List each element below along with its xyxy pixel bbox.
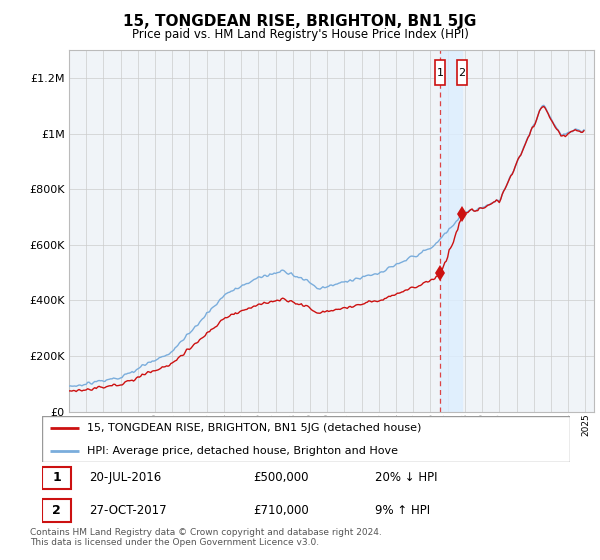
- Text: 2: 2: [52, 504, 61, 517]
- Text: 9% ↑ HPI: 9% ↑ HPI: [374, 504, 430, 517]
- Text: 27-OCT-2017: 27-OCT-2017: [89, 504, 167, 517]
- Text: Contains HM Land Registry data © Crown copyright and database right 2024.
This d: Contains HM Land Registry data © Crown c…: [30, 528, 382, 547]
- Text: 20% ↓ HPI: 20% ↓ HPI: [374, 471, 437, 484]
- Text: 15, TONGDEAN RISE, BRIGHTON, BN1 5JG: 15, TONGDEAN RISE, BRIGHTON, BN1 5JG: [124, 14, 476, 29]
- Bar: [42, 466, 71, 489]
- Bar: [42, 500, 71, 522]
- Text: £500,000: £500,000: [253, 471, 309, 484]
- Text: £710,000: £710,000: [253, 504, 309, 517]
- Bar: [440, 50, 462, 412]
- Text: 20-JUL-2016: 20-JUL-2016: [89, 471, 162, 484]
- Text: 2: 2: [458, 68, 466, 78]
- Text: 1: 1: [436, 68, 443, 78]
- Text: Price paid vs. HM Land Registry's House Price Index (HPI): Price paid vs. HM Land Registry's House …: [131, 28, 469, 41]
- Text: HPI: Average price, detached house, Brighton and Hove: HPI: Average price, detached house, Brig…: [87, 446, 398, 455]
- Text: 15, TONGDEAN RISE, BRIGHTON, BN1 5JG (detached house): 15, TONGDEAN RISE, BRIGHTON, BN1 5JG (de…: [87, 423, 421, 432]
- Text: 1: 1: [52, 471, 61, 484]
- FancyBboxPatch shape: [435, 60, 445, 85]
- FancyBboxPatch shape: [457, 60, 467, 85]
